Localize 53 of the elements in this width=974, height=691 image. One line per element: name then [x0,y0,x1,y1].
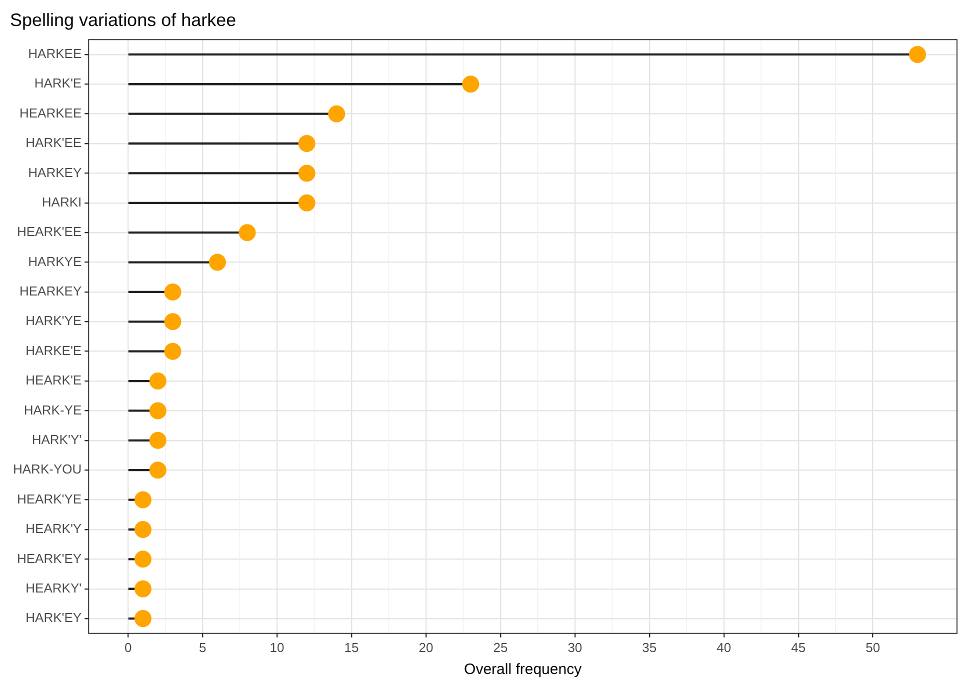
point [164,342,182,360]
point [134,520,152,538]
y-tick-label: HEARK'Y [26,521,82,536]
point [909,46,926,63]
y-tick-label: HEARKEE [19,105,82,120]
point [164,313,182,330]
x-tick-label: 50 [866,640,880,655]
point [149,432,166,449]
y-tick-label: HEARK'E [26,372,82,388]
y-tick-label: HARK'EY [26,610,82,626]
y-tick-label: HARK'EE [26,135,82,150]
y-tick-label: HEARK'EE [16,224,82,240]
y-tick-label: HARK-YE [24,402,82,418]
point [298,164,316,182]
point [149,372,166,390]
x-tick-label: 35 [642,640,657,655]
point [208,254,226,271]
y-tick-label: HARKYE [28,254,82,269]
point [134,610,152,628]
y-tick-label: HARK-YOU [12,462,82,477]
x-tick-label: 45 [791,640,806,655]
y-tick-label: HARK'YE [26,313,82,328]
point [149,402,166,420]
y-tick-label: HARK'E [34,76,82,91]
point [328,105,346,122]
x-tick-label: 40 [716,640,732,655]
point [298,194,316,212]
x-tick-label: 10 [270,640,284,655]
y-tick-label: HARKE'E [26,342,82,358]
y-tick-label: HEARK'YE [16,491,82,506]
y-tick-label: HARKI [42,194,82,210]
x-axis-title: Overall frequency [464,661,582,678]
x-tick-label: 30 [568,640,582,655]
point [238,224,256,242]
point [462,76,480,93]
point [134,580,152,598]
point [134,491,152,508]
point [149,462,166,479]
y-tick-label: HEARKEY [19,284,82,299]
point [164,283,182,300]
y-tick-label: HARKEE [28,46,82,62]
point [134,550,152,568]
y-tick-label: HARK'Y' [32,432,82,447]
x-tick-label: 5 [198,640,206,655]
x-tick-label: 25 [493,640,508,655]
point [298,135,316,152]
y-tick-label: HEARK'EY [16,550,82,566]
x-tick-label: 20 [418,640,434,655]
y-tick-label: HEARKY' [26,580,82,596]
chart-title: Spelling variations of harkee [10,10,236,30]
x-tick-label: 0 [124,640,132,655]
x-tick-label: 15 [344,640,359,655]
y-tick-label: HARKEY [28,164,82,180]
